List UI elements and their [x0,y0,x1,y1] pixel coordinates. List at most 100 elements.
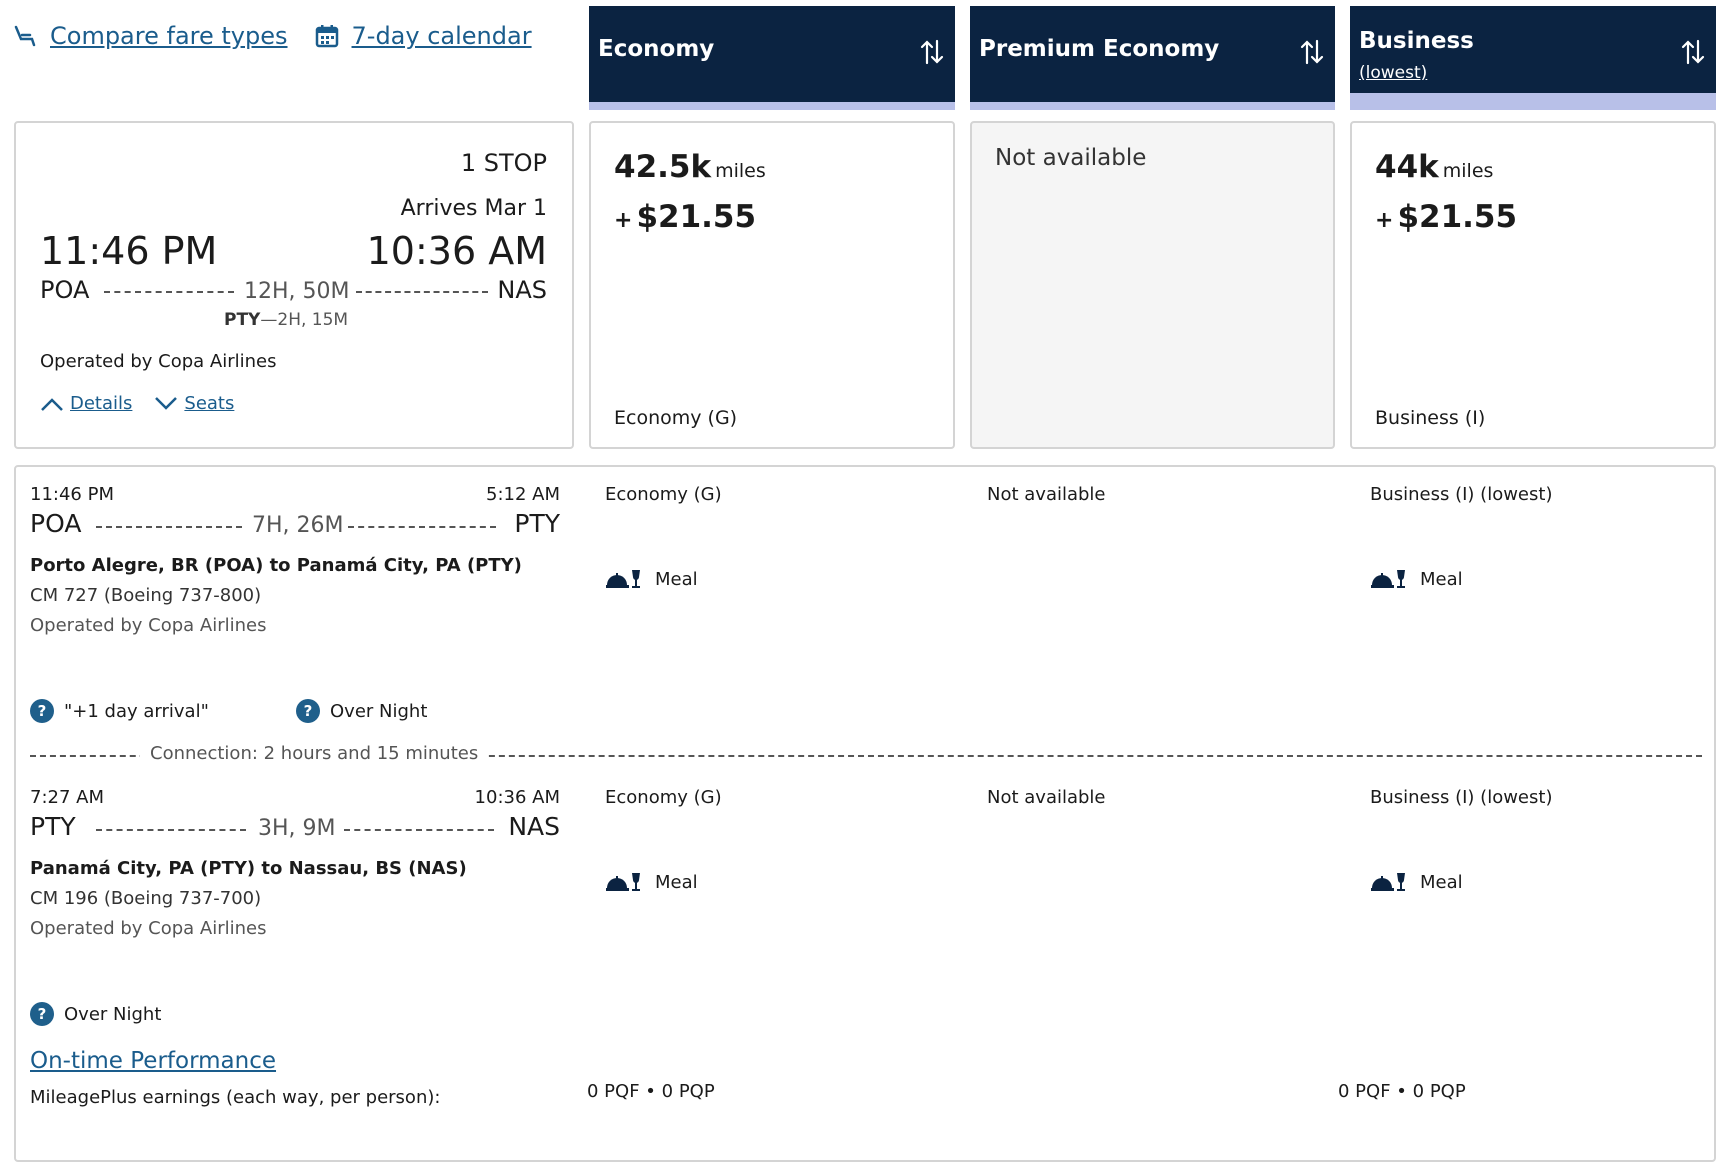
segment-depart-time: 11:46 PM [30,484,114,505]
fare-header-premium-economy[interactable]: Premium Economy [970,6,1335,110]
segment-depart-time: 7:27 AM [30,787,104,808]
header-accent-bar [1350,93,1716,110]
segment-destination: PTY [514,509,560,538]
fare-header-lowest-link[interactable]: (lowest) [1359,63,1428,83]
layover-code: PTY [224,310,261,330]
meal-icon [1371,873,1405,891]
meal-icon [606,570,640,588]
compare-fare-types-label[interactable]: Compare fare types [50,22,288,50]
dot-separator: • [1396,1081,1407,1102]
layover-info: PTY—2H, 15M [224,310,348,330]
miles-value: 42.5k [614,149,712,185]
cash-value: $21.55 [1397,199,1518,235]
segment-origin: POA [30,509,82,538]
business-meal: Meal [1370,871,1463,893]
details-link[interactable]: Details [70,393,133,414]
fare-cell-business[interactable]: 44k miles + $21.55 Business (I) [1350,121,1716,449]
mileageplus-earnings-label: MileagePlus earnings (each way, per pers… [30,1087,441,1108]
sort-icon[interactable] [1299,38,1325,66]
seats-toggle[interactable]: Seats [154,393,234,414]
not-available-text: Not available [995,145,1147,171]
miles-unit: miles [1442,160,1494,182]
operated-by: Operated by Copa Airlines [40,351,277,372]
dot-separator: • [645,1081,656,1102]
fare-cell-economy[interactable]: 42.5k miles + $21.55 Economy (G) [589,121,955,449]
segment-dash-left [96,526,242,528]
seven-day-calendar-label[interactable]: 7-day calendar [351,22,532,50]
overnight-note[interactable]: ? Over Night [30,1002,161,1026]
segment-business-class: Business (I) (lowest) [1370,484,1553,505]
fare-header-business[interactable]: Business (lowest) [1350,6,1716,110]
route-dash-right [356,291,488,293]
fare-class: Economy (G) [614,407,738,429]
seat-icon [14,25,36,47]
fare-header-title: Economy [598,36,715,62]
arrival-date: Arrives Mar 1 [400,196,547,221]
economy-meal: Meal [605,568,698,590]
segment-dash-right [344,829,494,831]
on-time-performance-link[interactable]: On-time Performance [30,1048,277,1074]
arrive-time: 10:36 AM [366,229,547,273]
note-label: Over Night [64,1003,162,1025]
seats-link[interactable]: Seats [184,393,235,414]
route-dash-left [104,291,234,293]
segment-economy-class: Economy (G) [605,484,722,505]
help-icon[interactable]: ? [30,699,54,723]
segment-operated-by: Operated by Copa Airlines [30,615,267,636]
segment-dash-left [96,829,246,831]
help-icon[interactable]: ? [30,1002,54,1026]
pqp-value: 0 PQP [661,1081,715,1102]
economy-meal: Meal [605,871,698,893]
pqf-value: 0 PQF [587,1081,640,1102]
segment-dash-right [348,526,496,528]
plus-sign: + [614,208,633,233]
sort-icon[interactable] [1680,38,1706,66]
economy-earnings: 0 PQF • 0 PQP [587,1081,715,1102]
segment-flight: CM 727 (Boeing 737-800) [30,585,262,606]
connection-divider [30,755,1702,757]
summary-toggles: Details Seats [40,393,234,414]
meal-label: Meal [655,568,698,590]
segment-destination: NAS [508,812,560,841]
overnight-note[interactable]: ? Over Night [296,699,427,723]
meal-icon [1371,570,1405,588]
miles-value: 44k [1375,149,1439,185]
segment-route: Panamá City, PA (PTY) to Nassau, BS (NAS… [30,858,467,879]
segment-premium-status: Not available [987,484,1106,505]
flight-details-panel [14,465,1716,1162]
help-icon[interactable]: ? [296,699,320,723]
meal-icon [606,873,640,891]
layover-time: 2H, 15M [277,310,349,330]
business-earnings: 0 PQF • 0 PQP [1338,1081,1466,1102]
flight-summary-card: 1 STOP Arrives Mar 1 11:46 PM 10:36 AM P… [14,121,574,449]
segment-business-class: Business (I) (lowest) [1370,787,1553,808]
compare-fare-types-link[interactable]: Compare fare types [12,22,288,50]
layover-separator: — [260,310,278,330]
day-arrival-note[interactable]: ? "+1 day arrival" [30,699,209,723]
fare-miles: 44k miles [1375,149,1493,185]
chevron-up-icon [41,397,63,411]
miles-unit: miles [715,160,766,182]
note-label: Over Night [330,700,428,722]
details-toggle[interactable]: Details [40,393,132,414]
meal-label: Meal [655,871,698,893]
segment-duration: 7H, 26M [252,513,344,538]
destination-code: NAS [497,276,547,304]
pqf-value: 0 PQF [1338,1081,1391,1102]
segment-flight: CM 196 (Boeing 737-700) [30,888,262,909]
calendar-icon [315,25,338,48]
seven-day-calendar-link[interactable]: 7-day calendar [314,22,532,50]
segment-economy-class: Economy (G) [605,787,722,808]
fare-header-economy[interactable]: Economy [589,6,955,110]
note-label: "+1 day arrival" [64,700,209,722]
fare-header-title: Premium Economy [979,36,1220,62]
sort-icon[interactable] [919,38,945,66]
cash-value: $21.55 [636,199,757,235]
plus-sign: + [1375,208,1394,233]
total-duration: 12H, 50M [244,279,350,304]
fare-cell-premium-economy: Not available [970,121,1335,449]
pqp-value: 0 PQP [1412,1081,1466,1102]
segment-arrive-time: 5:12 AM [486,484,560,505]
segment-operated-by: Operated by Copa Airlines [30,918,267,939]
segment-duration: 3H, 9M [258,816,336,841]
